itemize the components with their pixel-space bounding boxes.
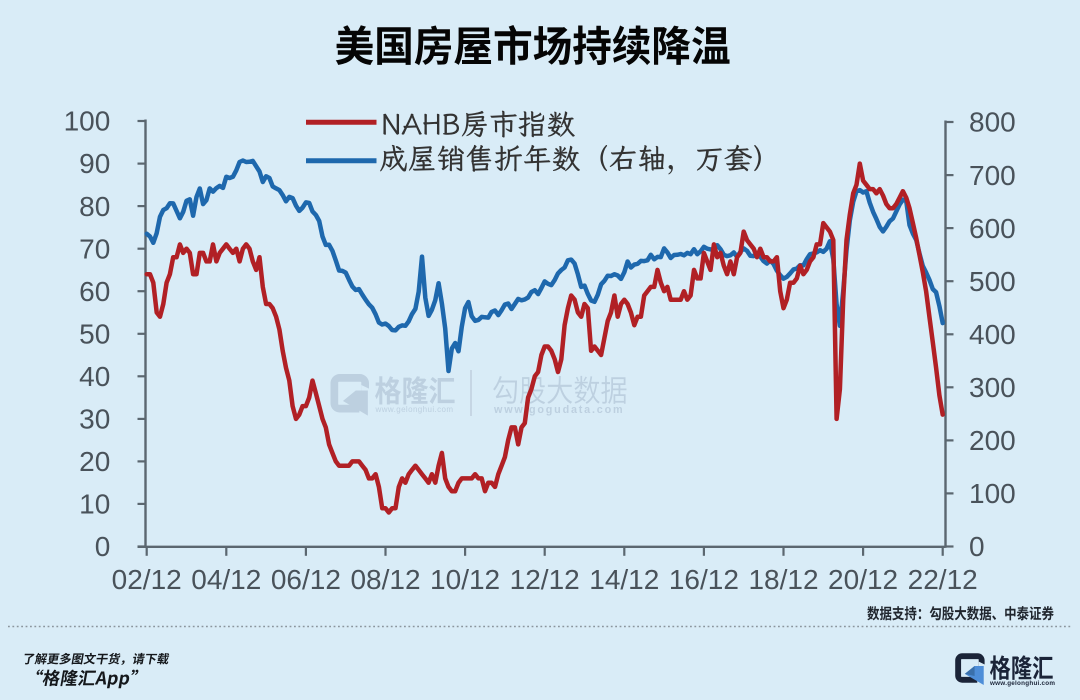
svg-text:700: 700 bbox=[969, 160, 1016, 191]
svg-text:14/12: 14/12 bbox=[589, 564, 659, 595]
svg-text:04/12: 04/12 bbox=[191, 564, 261, 595]
svg-text:600: 600 bbox=[969, 213, 1016, 244]
svg-text:50: 50 bbox=[79, 318, 110, 349]
svg-text:www.gelonghui.com: www.gelonghui.com bbox=[989, 680, 1055, 687]
svg-text:20/12: 20/12 bbox=[828, 564, 898, 595]
svg-text:10/12: 10/12 bbox=[430, 564, 500, 595]
svg-text:100: 100 bbox=[969, 478, 1016, 509]
svg-text:22/12: 22/12 bbox=[908, 564, 978, 595]
svg-text:800: 800 bbox=[969, 107, 1016, 138]
svg-text:08/12: 08/12 bbox=[350, 564, 420, 595]
svg-text:300: 300 bbox=[969, 372, 1016, 403]
svg-text:70: 70 bbox=[79, 233, 110, 264]
svg-text:30: 30 bbox=[79, 404, 110, 435]
svg-text:www.gogudata.com: www.gogudata.com bbox=[493, 404, 624, 416]
svg-text:90: 90 bbox=[79, 148, 110, 179]
svg-text:www.gelonghui.com: www.gelonghui.com bbox=[375, 405, 454, 414]
svg-text:12/12: 12/12 bbox=[510, 564, 580, 595]
svg-text:100: 100 bbox=[64, 106, 111, 137]
svg-text:60: 60 bbox=[79, 276, 110, 307]
svg-text:0: 0 bbox=[95, 531, 111, 562]
svg-text:200: 200 bbox=[969, 425, 1016, 456]
svg-text:40: 40 bbox=[79, 361, 110, 392]
svg-text:06/12: 06/12 bbox=[271, 564, 341, 595]
svg-text:80: 80 bbox=[79, 191, 110, 222]
svg-text:16/12: 16/12 bbox=[669, 564, 739, 595]
svg-text:400: 400 bbox=[969, 319, 1016, 350]
svg-text:18/12: 18/12 bbox=[748, 564, 818, 595]
svg-text:500: 500 bbox=[969, 266, 1016, 297]
svg-text:0: 0 bbox=[969, 531, 985, 562]
svg-text:20: 20 bbox=[79, 446, 110, 477]
svg-text:10: 10 bbox=[79, 489, 110, 520]
svg-text:02/12: 02/12 bbox=[112, 564, 182, 595]
